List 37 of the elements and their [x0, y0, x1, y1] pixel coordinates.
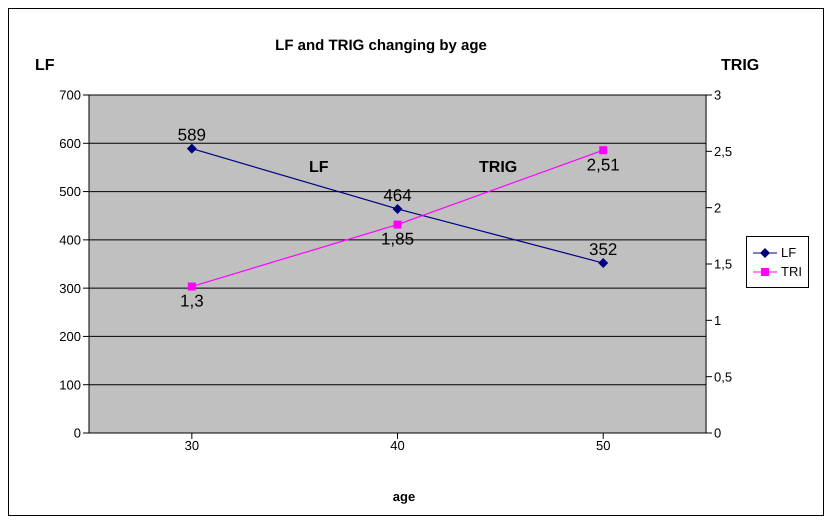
legend-label: LF — [781, 245, 796, 260]
point — [188, 282, 196, 291]
annotation: TRIG — [479, 159, 518, 177]
x-tick-label: 40 — [390, 438, 405, 454]
y-tick-label: 500 — [59, 184, 81, 200]
data-label: 589 — [178, 126, 206, 145]
y2-tick-label: 1,5 — [714, 256, 732, 272]
data-label: 352 — [589, 240, 618, 260]
annotation: LF — [309, 159, 329, 177]
y2-tick-label: 3 — [714, 88, 722, 103]
y-axis-title: LF — [35, 57, 55, 75]
point — [599, 146, 608, 154]
legend-label: TRI — [781, 264, 802, 279]
y-tick-label: 100 — [59, 377, 81, 392]
point — [598, 258, 608, 268]
y-tick-label: 0 — [74, 426, 81, 441]
y2-tick-label: 2,5 — [714, 144, 732, 159]
y2-axis-title: TRIG — [721, 57, 760, 75]
y2-tick-label: 2 — [714, 200, 722, 216]
x-axis-title: age — [392, 489, 416, 504]
y-tick-label: 600 — [59, 136, 81, 151]
y-tick-label: 300 — [59, 280, 81, 296]
y-tick-label: 200 — [59, 329, 81, 344]
y2-tick-label: 0 — [714, 426, 722, 441]
y-tick-label: 700 — [59, 88, 81, 103]
data-label: 1,3 — [180, 292, 204, 311]
point — [186, 144, 197, 154]
data-label: 2,51 — [586, 155, 620, 174]
y-tick-label: 400 — [59, 232, 81, 248]
chart-title: LF and TRIG changing by age — [274, 37, 488, 54]
y2-tick-label: 0,5 — [714, 369, 732, 384]
x-tick-label: 30 — [184, 438, 200, 454]
x-tick-label: 50 — [596, 438, 610, 454]
data-label: 464 — [383, 186, 412, 205]
point — [394, 220, 402, 229]
point — [392, 204, 403, 214]
y2-tick-label: 1 — [714, 312, 722, 328]
